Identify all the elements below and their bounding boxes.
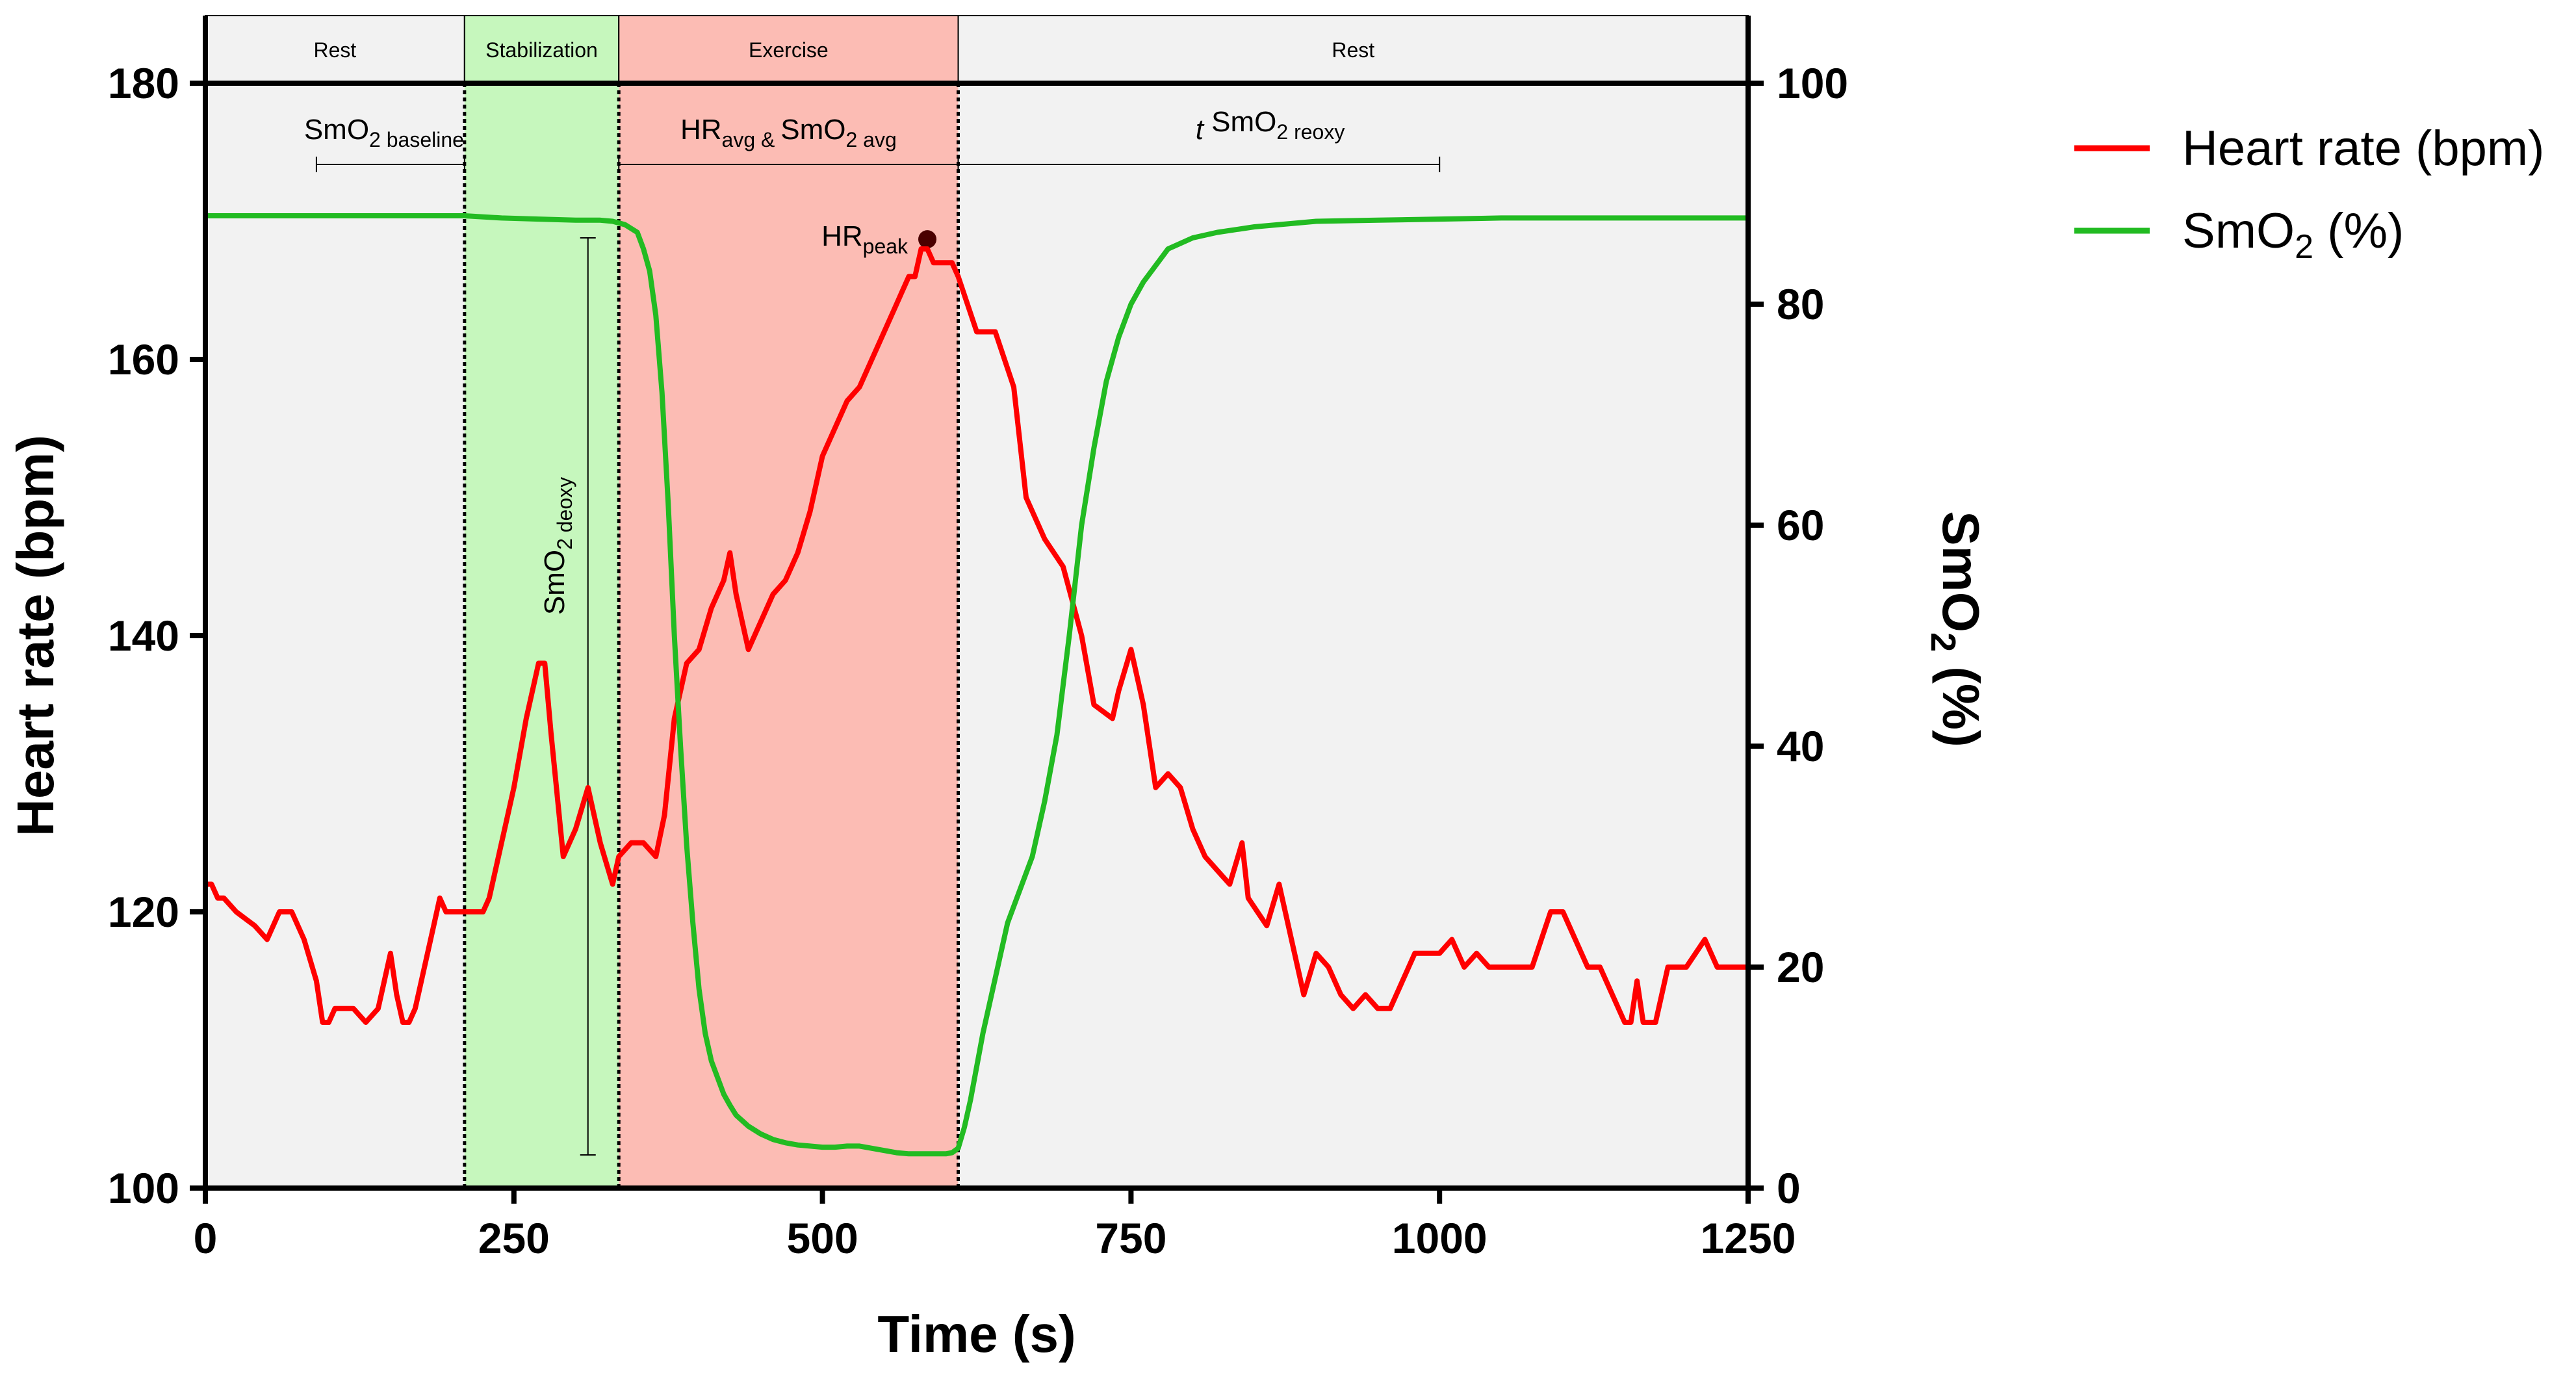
hr-smo2-avg-label: HRavg & SmO2 avg (680, 114, 897, 151)
hr-smo2-avg-label-subscript: 2 avg (845, 128, 896, 151)
phase-label-1: Stabilization (485, 38, 598, 62)
smo2-deoxy-label-subscript: 2 deoxy (553, 477, 576, 550)
y-right-tick-label-1: 20 (1777, 943, 1824, 991)
smo2-line (205, 213, 1748, 1157)
phase-band-0 (205, 83, 465, 1188)
y-right-tick-label-5: 100 (1777, 59, 1848, 107)
smo2-baseline-label-subscript: 2 baseline (369, 128, 464, 151)
t-smo2-reoxy-label-part: t (1196, 114, 1205, 146)
axes: 0 250 500 750 1000 1250 100 120 140 160 180 0 20 40 60… (6, 16, 1990, 1363)
legend-label-1: SmO2 (%) (2182, 203, 2404, 266)
x-tick-label-4: 1000 (1392, 1214, 1488, 1262)
y-right-tick-label-0: 0 (1777, 1164, 1801, 1212)
series-layer (205, 213, 1748, 1157)
hr-smo2-avg-label-subscript: avg & (722, 128, 781, 151)
phase-label-2: Exercise (749, 38, 829, 62)
t-smo2-reoxy-label-subscript: 2 reoxy (1276, 120, 1345, 144)
y-right-axis-title-part: 2 (1924, 632, 1963, 652)
x-axis-title: Time (s) (877, 1305, 1075, 1363)
y-left-axis-title: Heart rate (bpm) (6, 435, 64, 836)
y-left-tick-label-2: 140 (108, 612, 179, 660)
phase-header-cell-3 (957, 15, 1749, 84)
y-right-tick-label-4: 80 (1777, 280, 1824, 328)
phase-bands (205, 83, 1748, 1188)
y-left-tick-label-1: 120 (108, 888, 179, 936)
phase-band-1 (464, 83, 619, 1188)
heart-rate-line (205, 246, 1748, 1025)
legend-label-part: SmO (2182, 203, 2295, 259)
legend-label-part: (%) (2313, 203, 2404, 259)
legend: Heart rate (bpm) SmO2 (%) (2074, 121, 2545, 266)
x-tick-label-5: 1250 (1701, 1214, 1796, 1262)
t-smo2-reoxy-label: t SmO2 reoxy (1196, 106, 1345, 146)
annotations: SmO2 baseline HRavg & SmO2 avg t SmO2 reox… (304, 106, 1441, 1156)
smo2-baseline-label-part: SmO (304, 114, 369, 146)
y-left-tick-label-0: 100 (108, 1164, 179, 1212)
phase-dividers (463, 83, 960, 1188)
smo2-baseline-label: SmO2 baseline (304, 114, 464, 151)
y-left-tick-label-3: 160 (108, 335, 179, 383)
hr-smo2-avg-label-part: HR (680, 114, 722, 146)
x-tick-label-2: 500 (787, 1214, 858, 1262)
y-right-tick-label-3: 60 (1777, 501, 1824, 549)
legend-label-0: Heart rate (bpm) (2182, 121, 2545, 176)
hr-peak-label-part: HR (821, 220, 863, 252)
hr-peak-marker (918, 230, 937, 249)
y-left-tick-label-4: 180 (108, 59, 179, 107)
hr-peak-label: HRpeak (821, 220, 908, 258)
y-right-axis-title-part: (%) (1932, 652, 1990, 747)
smo2-deoxy-label-part: SmO (539, 550, 571, 615)
smo2-deoxy-label: SmO2 deoxy (539, 477, 576, 615)
hr-smo2-avg-label-part: SmO (780, 114, 845, 146)
y-right-axis-title: SmO2 (%) (1924, 511, 1990, 747)
phase-label-0: Rest (314, 38, 357, 62)
y-right-axis-title-part: SmO (1932, 511, 1990, 632)
phase-header: Rest Stabilization Exercise Rest (205, 15, 1749, 84)
phase-label-3: Rest (1332, 38, 1374, 62)
x-tick-label-0: 0 (194, 1214, 218, 1262)
x-tick-label-1: 250 (478, 1214, 550, 1262)
x-tick-label-3: 750 (1095, 1214, 1166, 1262)
t-smo2-reoxy-label-part: SmO (1204, 106, 1276, 138)
legend-label-part: 2 (2295, 228, 2313, 266)
y-right-tick-label-2: 40 (1777, 722, 1824, 770)
hr-peak-label-subscript: peak (863, 235, 908, 258)
